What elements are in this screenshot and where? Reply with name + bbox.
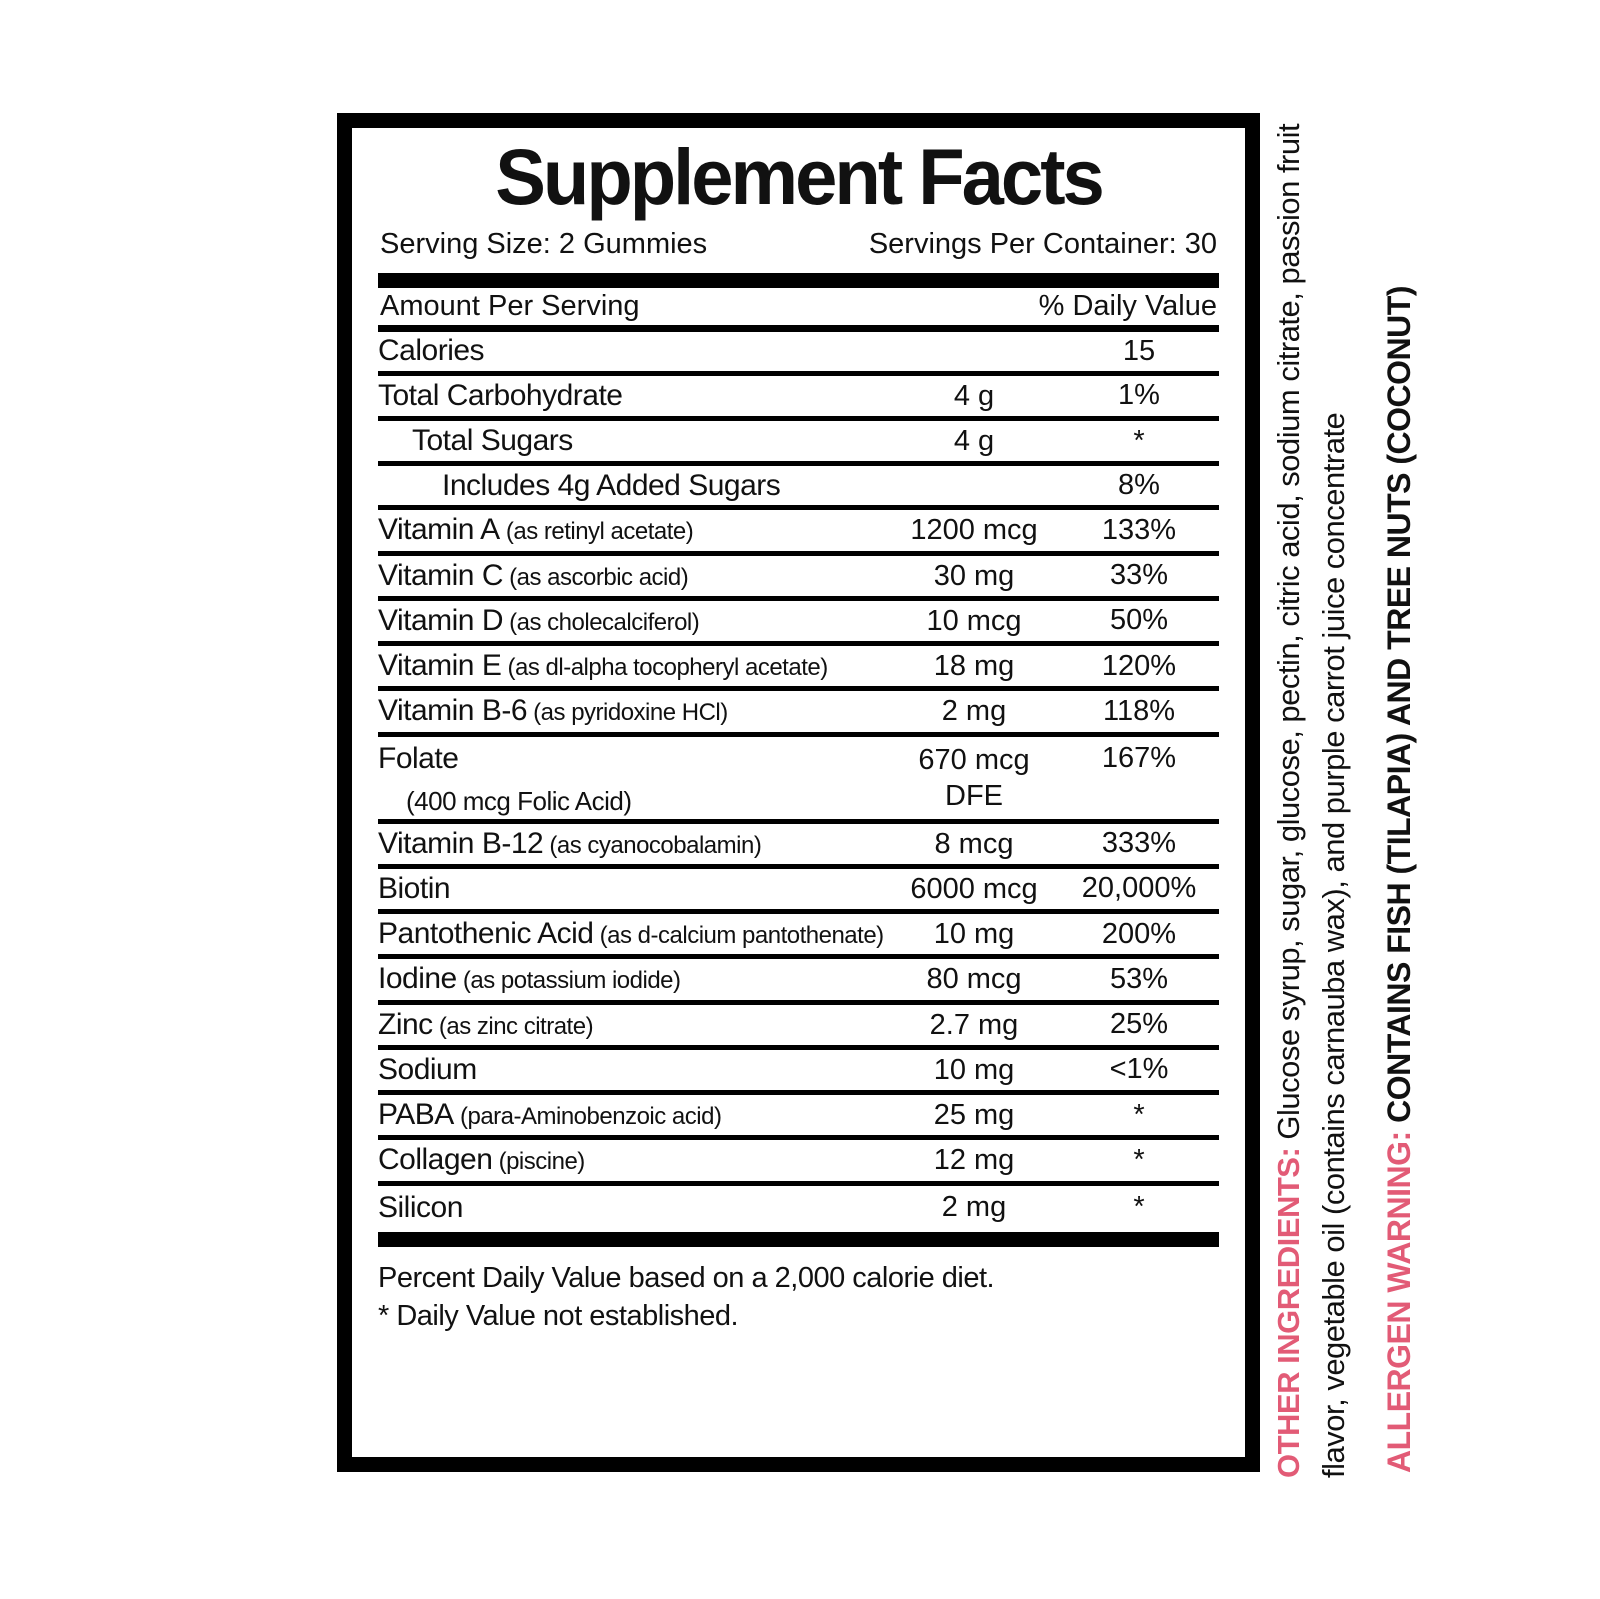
nutrient-subnote: (400 mcg Folic Acid): [406, 785, 632, 816]
table-row: Vitamin C (as ascorbic acid) 30 mg 33%: [378, 556, 1219, 601]
nutrient-amount: 10 mcg: [926, 604, 1022, 637]
allergen-warning-label: ALLERGEN WARNING:: [1381, 1131, 1417, 1473]
nutrient-daily-value: 333%: [1101, 827, 1177, 860]
other-ingredients-vertical-text: OTHER INGREDIENTS: Glucose syrup, sugar,…: [1266, 113, 1356, 1478]
nutrient-amount: 670 mcg DFE: [918, 743, 1030, 812]
nutrient-daily-value: <1%: [1109, 1053, 1169, 1086]
table-row: Silicon 2 mg *: [378, 1186, 1219, 1230]
nutrient-amount: 10 mg: [933, 918, 1015, 951]
nutrient-amount: 25 mg: [933, 1099, 1015, 1132]
table-row: Total Carbohydrate 4 g 1%: [378, 376, 1219, 422]
nutrient-daily-value: *: [1133, 1143, 1145, 1176]
nutrient-amount: 2 mg: [941, 1191, 1007, 1224]
divider-thick-top: [378, 272, 1219, 288]
nutrient-amount: 80 mcg: [926, 963, 1022, 996]
nutrient-daily-value: 120%: [1101, 649, 1177, 682]
serving-info-row: Serving Size: 2 Gummies Servings Per Con…: [378, 226, 1219, 273]
table-row: Sodium 10 mg <1%: [378, 1050, 1219, 1096]
nutrient-name: Iodine (as potassium iodide): [378, 962, 681, 996]
nutrient-name: Vitamin B-6 (as pyridoxine HCl): [378, 694, 728, 728]
nutrient-name: Biotin: [378, 871, 451, 905]
nutrient-amount: 4 g: [953, 425, 995, 458]
nutrient-daily-value: 167%: [1101, 741, 1177, 774]
allergen-warning-vertical-text: ALLERGEN WARNING: CONTAINS FISH (TILAPIA…: [1381, 286, 1417, 1473]
other-ingredients-line-2: flavor, vegetable oil (contains carnauba…: [1316, 412, 1351, 1478]
supplement-facts-panel: Supplement Facts Serving Size: 2 Gummies…: [337, 113, 1260, 1472]
nutrient-amount: 2 mg: [941, 695, 1007, 728]
nutrient-name: Vitamin C (as ascorbic acid): [378, 558, 689, 592]
nutrient-amount: 18 mg: [933, 650, 1015, 683]
panel-title: Supplement Facts: [495, 133, 1105, 222]
nutrient-amount: 1200 mcg: [910, 514, 1038, 547]
table-row: Biotin 6000 mcg 20,000%: [378, 869, 1219, 915]
nutrient-name: Folate (400 mcg Folic Acid): [378, 742, 889, 817]
nutrient-name: Total Carbohydrate: [378, 378, 623, 412]
table-row: Calories 15: [378, 332, 1219, 376]
facts-table-body: Calories 15 Total Carbohydrate 4 g 1% Total S…: [378, 332, 1219, 1230]
nutrient-name: Vitamin A (as retinyl acetate): [378, 513, 694, 547]
servings-per-container: Servings Per Container: 30: [868, 227, 1217, 260]
serving-size: Serving Size: 2 Gummies: [380, 227, 708, 260]
nutrient-name: Includes 4g Added Sugars: [442, 468, 781, 502]
nutrient-daily-value: 53%: [1109, 962, 1169, 995]
nutrient-amount: 30 mg: [933, 559, 1015, 592]
nutrient-name: Zinc (as zinc citrate): [378, 1007, 594, 1041]
nutrient-name: Silicon: [378, 1190, 463, 1224]
table-row: PABA (para-Aminobenzoic acid) 25 mg *: [378, 1095, 1219, 1141]
nutrient-daily-value: *: [1133, 424, 1145, 457]
nutrient-daily-value: 200%: [1101, 917, 1177, 950]
nutrient-daily-value: *: [1133, 1098, 1145, 1131]
table-row: Vitamin B-12 (as cyanocobalamin) 8 mcg 333…: [378, 824, 1219, 869]
table-row: Folate (400 mcg Folic Acid) 670 mcg DFE 167…: [378, 737, 1219, 824]
table-row: Collagen (piscine) 12 mg *: [378, 1140, 1219, 1186]
table-row: Includes 4g Added Sugars 8%: [378, 466, 1219, 511]
nutrient-name: Sodium: [378, 1052, 477, 1086]
table-row: Vitamin A (as retinyl acetate) 1200 mcg 13…: [378, 510, 1219, 556]
nutrient-amount: 2.7 mg: [929, 1008, 1019, 1041]
nutrient-name: Pantothenic Acid (as d-calcium pantothen…: [378, 917, 884, 951]
table-row: Vitamin D (as cholecalciferol) 10 mcg 50%: [378, 601, 1219, 647]
table-row: Iodine (as potassium iodide) 80 mcg 53%: [378, 959, 1219, 1005]
nutrient-daily-value: 25%: [1109, 1008, 1169, 1041]
footnotes: Percent Daily Value based on a 2,000 cal…: [378, 1247, 1219, 1336]
nutrient-name: Vitamin D (as cholecalciferol): [378, 603, 700, 637]
nutrient-daily-value: 20,000%: [1081, 872, 1197, 905]
table-row: Total Sugars 4 g *: [378, 421, 1219, 467]
table-row: Pantothenic Acid (as d-calcium pantothen…: [378, 914, 1219, 960]
nutrient-daily-value: 33%: [1109, 559, 1169, 592]
nutrient-amount: 12 mg: [933, 1144, 1015, 1177]
other-ingredients-label: OTHER INGREDIENTS:: [1271, 1147, 1306, 1478]
nutrient-name: Collagen (piscine): [378, 1143, 585, 1177]
footnote-not-established: * Daily Value not established.: [378, 1299, 739, 1332]
nutrient-daily-value: 118%: [1102, 694, 1176, 727]
nutrient-name: PABA (para-Aminobenzoic acid): [378, 1098, 722, 1132]
table-row: Vitamin E (as dl-alpha tocopheryl acetat…: [378, 646, 1219, 692]
nutrient-daily-value: 50%: [1109, 604, 1169, 637]
amount-per-serving-header: Amount Per Serving: [380, 289, 640, 322]
nutrient-amount: 4 g: [953, 379, 995, 412]
nutrient-daily-value: 1%: [1118, 379, 1160, 412]
nutrient-name: Vitamin E (as dl-alpha tocopheryl acetat…: [378, 649, 828, 683]
table-row: Zinc (as zinc citrate) 2.7 mg 25%: [378, 1005, 1219, 1050]
nutrient-name: Vitamin B-12 (as cyanocobalamin): [378, 826, 762, 860]
nutrient-name: Calories: [378, 334, 485, 368]
other-ingredients-line-1: OTHER INGREDIENTS: Glucose syrup, sugar,…: [1271, 123, 1306, 1478]
nutrient-name: Total Sugars: [412, 424, 573, 458]
nutrient-daily-value: *: [1133, 1191, 1145, 1224]
footnote-daily-value: Percent Daily Value based on a 2,000 cal…: [378, 1261, 995, 1294]
nutrient-daily-value: 8%: [1118, 469, 1160, 502]
daily-value-header: % Daily Value: [1038, 289, 1217, 322]
table-row: Vitamin B-6 (as pyridoxine HCl) 2 mg 118%: [378, 691, 1219, 737]
nutrient-amount: 6000 mcg: [910, 872, 1038, 905]
table-header-row: Amount Per Serving % Daily Value: [378, 288, 1219, 332]
nutrient-daily-value: 15: [1122, 334, 1156, 367]
nutrient-amount: 10 mg: [933, 1053, 1015, 1086]
divider-thick-bottom: [378, 1231, 1219, 1247]
nutrient-daily-value: 133%: [1101, 513, 1177, 546]
nutrient-amount: 8 mcg: [934, 827, 1014, 860]
